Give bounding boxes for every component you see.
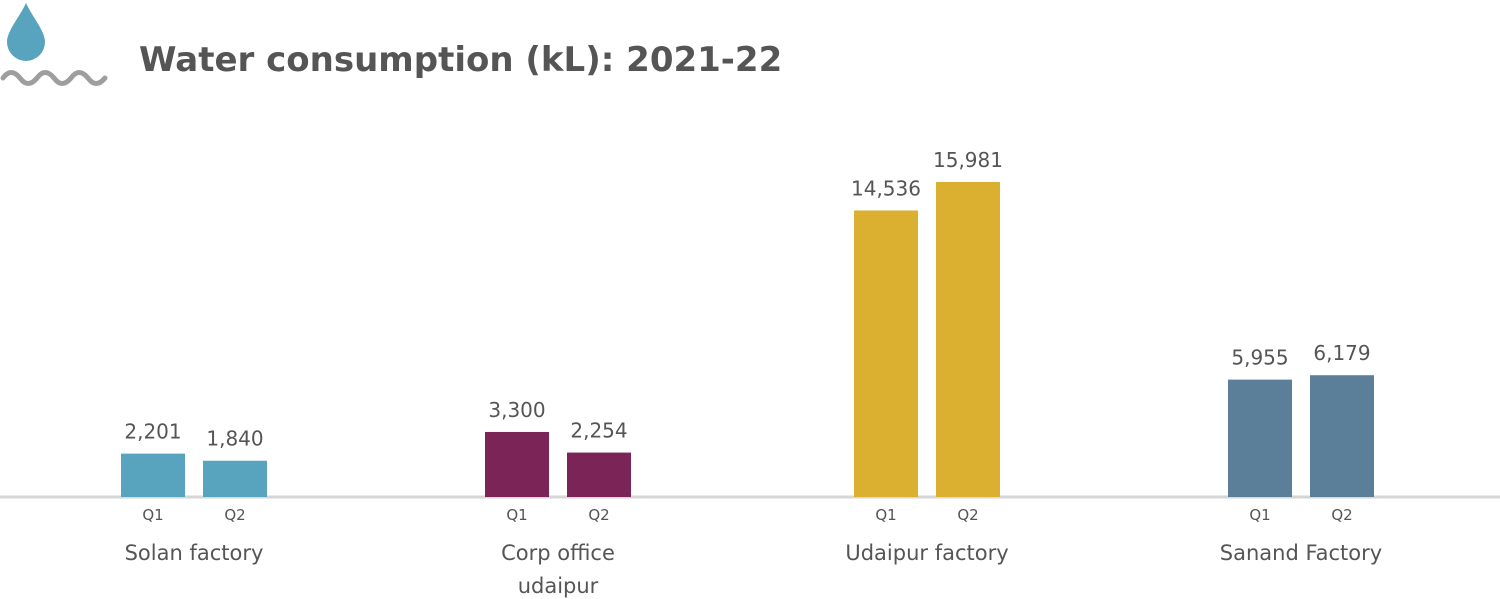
data-label: 5,955 [1231,346,1288,370]
bar [1228,379,1292,497]
tick-label: Q1 [142,506,163,524]
bar [1310,375,1374,497]
bar [567,452,631,497]
data-label: 6,179 [1313,341,1370,365]
bar [121,453,185,497]
data-label: 15,981 [933,148,1003,172]
water-drop-with-waves-icon [0,3,108,86]
data-label: 1,840 [206,427,263,451]
data-label: 2,201 [124,420,181,444]
tick-label: Q2 [224,506,245,524]
bar [936,182,1000,497]
category-label: Udaipur factory [845,541,1008,565]
category-label: Sanand Factory [1220,541,1382,565]
bar [203,460,267,497]
category-label: Corp office [501,541,615,565]
tick-label: Q1 [506,506,527,524]
bar [854,210,918,498]
water-drop-icon [7,3,45,61]
tick-label: Q1 [875,506,896,524]
tick-label: Q2 [957,506,978,524]
tick-label: Q1 [1249,506,1270,524]
category-label: Solan factory [125,541,264,565]
tick-label: Q2 [1331,506,1352,524]
data-label: 14,536 [851,176,921,200]
bar [485,431,549,497]
wave-icon [0,70,108,86]
tick-label: Q2 [588,506,609,524]
chart-title: Water consumption (kL): 2021-22 [139,40,783,80]
category-label: udaipur [518,574,599,598]
data-label: 3,300 [488,398,545,422]
data-label: 2,254 [570,419,627,443]
